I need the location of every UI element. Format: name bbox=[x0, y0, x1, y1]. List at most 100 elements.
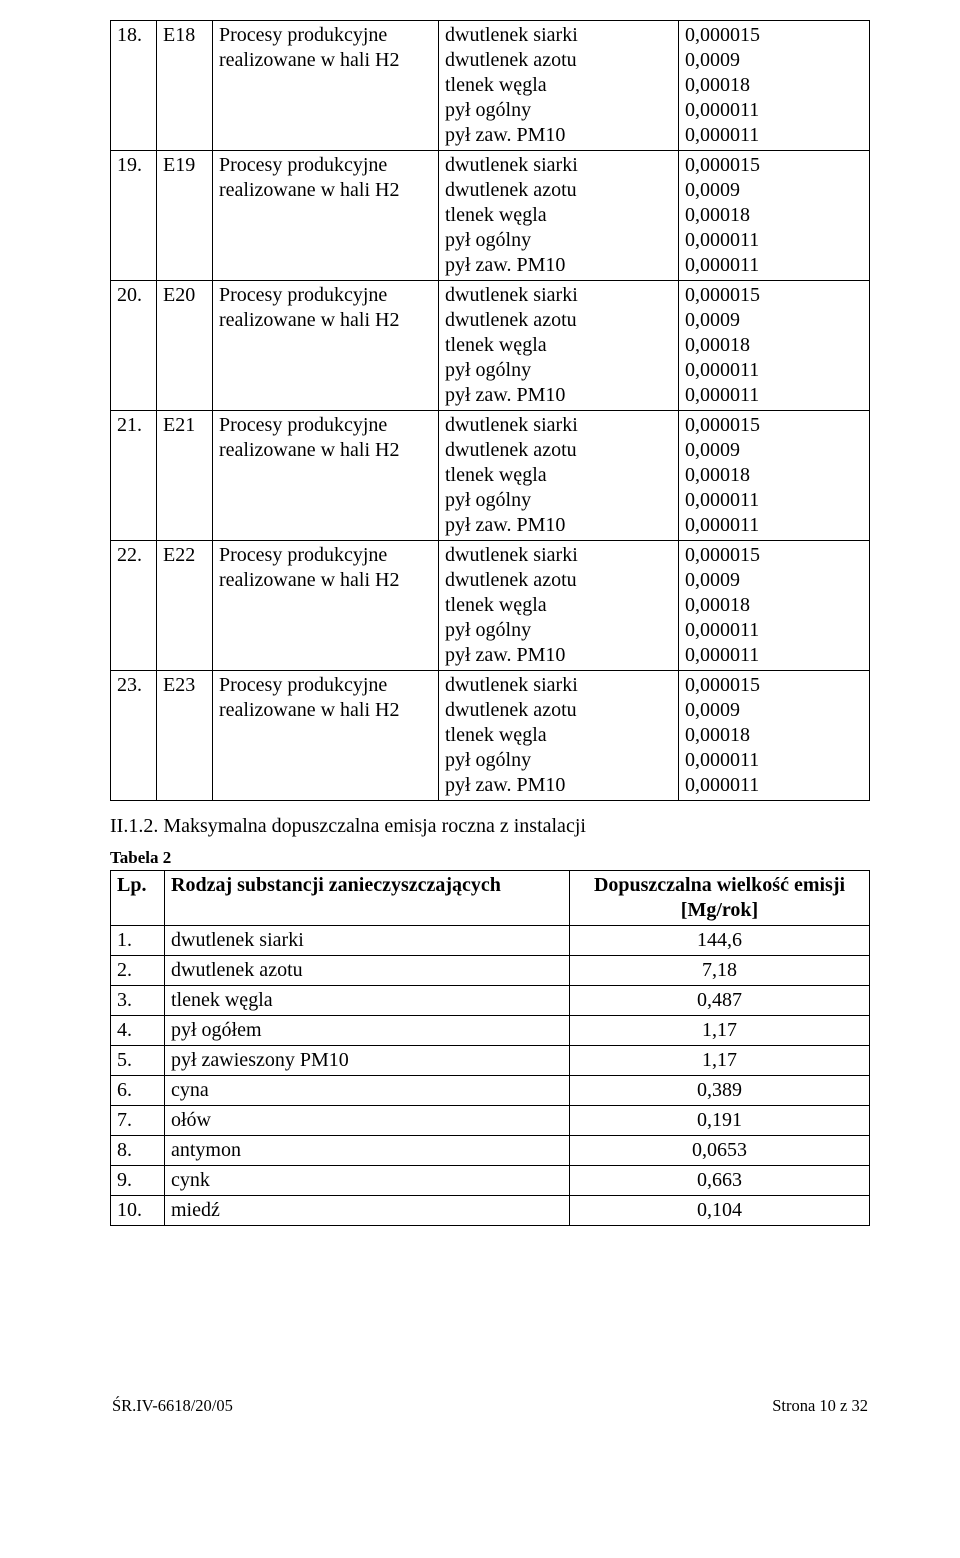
substance-name: dwutlenek siarki bbox=[445, 673, 672, 698]
footer-left: ŚR.IV-6618/20/05 bbox=[112, 1396, 233, 1416]
emission-value: 0,000011 bbox=[685, 228, 863, 253]
row-number: 9. bbox=[111, 1166, 165, 1196]
row-number: 21. bbox=[111, 411, 157, 541]
substance-name: tlenek węgla bbox=[445, 73, 672, 98]
substance-name: dwutlenek azotu bbox=[445, 48, 672, 73]
substance-name: miedź bbox=[165, 1196, 570, 1226]
table2-label: Tabela 2 bbox=[110, 848, 870, 868]
emission-value: 0,00018 bbox=[685, 333, 863, 358]
emission-value: 0,000015 bbox=[685, 543, 863, 568]
process-description: Procesy produkcyjne realizowane w hali H… bbox=[213, 151, 439, 281]
substances-cell: dwutlenek siarkidwutlenek azotutlenek wę… bbox=[439, 281, 679, 411]
emissions-table-2: Lp. Rodzaj substancji zanieczyszczającyc… bbox=[110, 870, 870, 1226]
annual-emission-value: 0,487 bbox=[570, 986, 870, 1016]
substance-name: dwutlenek azotu bbox=[445, 698, 672, 723]
annual-emission-value: 0,389 bbox=[570, 1076, 870, 1106]
table-row: 20.E20Procesy produkcyjne realizowane w … bbox=[111, 281, 870, 411]
substance-name: dwutlenek siarki bbox=[165, 926, 570, 956]
substance-name: pył ogólny bbox=[445, 228, 672, 253]
values-cell: 0,0000150,00090,000180,0000110,000011 bbox=[679, 411, 870, 541]
substance-name: dwutlenek azotu bbox=[445, 568, 672, 593]
emission-value: 0,000015 bbox=[685, 413, 863, 438]
row-number: 3. bbox=[111, 986, 165, 1016]
emission-value: 0,0009 bbox=[685, 48, 863, 73]
table-row: 9.cynk0,663 bbox=[111, 1166, 870, 1196]
annual-emission-value: 0,663 bbox=[570, 1166, 870, 1196]
substance-name: dwutlenek azotu bbox=[445, 308, 672, 333]
values-cell: 0,0000150,00090,000180,0000110,000011 bbox=[679, 281, 870, 411]
substance-name: cynk bbox=[165, 1166, 570, 1196]
row-number: 19. bbox=[111, 151, 157, 281]
emitter-code: E23 bbox=[157, 671, 213, 801]
annual-emission-value: 1,17 bbox=[570, 1046, 870, 1076]
substance-name: pył zaw. PM10 bbox=[445, 383, 672, 408]
substance-name: dwutlenek azotu bbox=[165, 956, 570, 986]
annual-emission-value: 0,0653 bbox=[570, 1136, 870, 1166]
annual-emission-value: 0,191 bbox=[570, 1106, 870, 1136]
section-heading: II.1.2. Maksymalna dopuszczalna emisja r… bbox=[110, 815, 870, 838]
emitter-code: E19 bbox=[157, 151, 213, 281]
table-row: 10.miedź0,104 bbox=[111, 1196, 870, 1226]
emission-value: 0,000011 bbox=[685, 618, 863, 643]
row-number: 7. bbox=[111, 1106, 165, 1136]
substance-name: cyna bbox=[165, 1076, 570, 1106]
table-row: 22.E22Procesy produkcyjne realizowane w … bbox=[111, 541, 870, 671]
emission-value: 0,000011 bbox=[685, 98, 863, 123]
row-number: 1. bbox=[111, 926, 165, 956]
emission-value: 0,000011 bbox=[685, 748, 863, 773]
substance-name: tlenek węgla bbox=[445, 333, 672, 358]
process-description: Procesy produkcyjne realizowane w hali H… bbox=[213, 21, 439, 151]
table-row: 8.antymon0,0653 bbox=[111, 1136, 870, 1166]
row-number: 6. bbox=[111, 1076, 165, 1106]
substance-name: tlenek węgla bbox=[445, 463, 672, 488]
emission-value: 0,0009 bbox=[685, 178, 863, 203]
substance-name: dwutlenek siarki bbox=[445, 413, 672, 438]
emission-value: 0,000011 bbox=[685, 488, 863, 513]
table-row: 1.dwutlenek siarki144,6 bbox=[111, 926, 870, 956]
page-footer: ŚR.IV-6618/20/05 Strona 10 z 32 bbox=[110, 1396, 870, 1416]
emission-value: 0,0009 bbox=[685, 438, 863, 463]
substance-name: tlenek węgla bbox=[445, 723, 672, 748]
substance-name: antymon bbox=[165, 1136, 570, 1166]
emitter-code: E22 bbox=[157, 541, 213, 671]
emission-value: 0,0009 bbox=[685, 568, 863, 593]
substance-name: pył zaw. PM10 bbox=[445, 773, 672, 798]
table2-header-rodzaj: Rodzaj substancji zanieczyszczających bbox=[165, 871, 570, 926]
row-number: 4. bbox=[111, 1016, 165, 1046]
emission-value: 0,000011 bbox=[685, 643, 863, 668]
row-number: 20. bbox=[111, 281, 157, 411]
emission-value: 0,000015 bbox=[685, 23, 863, 48]
table-row: 19.E19Procesy produkcyjne realizowane w … bbox=[111, 151, 870, 281]
table-row: 6.cyna0,389 bbox=[111, 1076, 870, 1106]
table-row: 5.pył zawieszony PM101,17 bbox=[111, 1046, 870, 1076]
annual-emission-value: 0,104 bbox=[570, 1196, 870, 1226]
process-description: Procesy produkcyjne realizowane w hali H… bbox=[213, 541, 439, 671]
values-cell: 0,0000150,00090,000180,0000110,000011 bbox=[679, 671, 870, 801]
row-number: 8. bbox=[111, 1136, 165, 1166]
annual-emission-value: 144,6 bbox=[570, 926, 870, 956]
substance-name: pył ogólny bbox=[445, 358, 672, 383]
substances-cell: dwutlenek siarkidwutlenek azotutlenek wę… bbox=[439, 671, 679, 801]
substance-name: tlenek węgla bbox=[165, 986, 570, 1016]
emission-value: 0,00018 bbox=[685, 203, 863, 228]
substance-name: dwutlenek siarki bbox=[445, 543, 672, 568]
substance-name: pył zawieszony PM10 bbox=[165, 1046, 570, 1076]
substance-name: dwutlenek siarki bbox=[445, 153, 672, 178]
process-description: Procesy produkcyjne realizowane w hali H… bbox=[213, 281, 439, 411]
emissions-table-1: 18.E18Procesy produkcyjne realizowane w … bbox=[110, 20, 870, 801]
emission-value: 0,000015 bbox=[685, 153, 863, 178]
table2-header-row: Lp. Rodzaj substancji zanieczyszczającyc… bbox=[111, 871, 870, 926]
substance-name: pył ogólny bbox=[445, 748, 672, 773]
row-number: 18. bbox=[111, 21, 157, 151]
emission-value: 0,00018 bbox=[685, 463, 863, 488]
substances-cell: dwutlenek siarkidwutlenek azotutlenek wę… bbox=[439, 541, 679, 671]
table-row: 3.tlenek węgla0,487 bbox=[111, 986, 870, 1016]
page-container: 18.E18Procesy produkcyjne realizowane w … bbox=[0, 0, 960, 1446]
table-row: 23.E23Procesy produkcyjne realizowane w … bbox=[111, 671, 870, 801]
emission-value: 0,00018 bbox=[685, 73, 863, 98]
values-cell: 0,0000150,00090,000180,0000110,000011 bbox=[679, 541, 870, 671]
values-cell: 0,0000150,00090,000180,0000110,000011 bbox=[679, 151, 870, 281]
row-number: 23. bbox=[111, 671, 157, 801]
values-cell: 0,0000150,00090,000180,0000110,000011 bbox=[679, 21, 870, 151]
substances-cell: dwutlenek siarkidwutlenek azotutlenek wę… bbox=[439, 411, 679, 541]
